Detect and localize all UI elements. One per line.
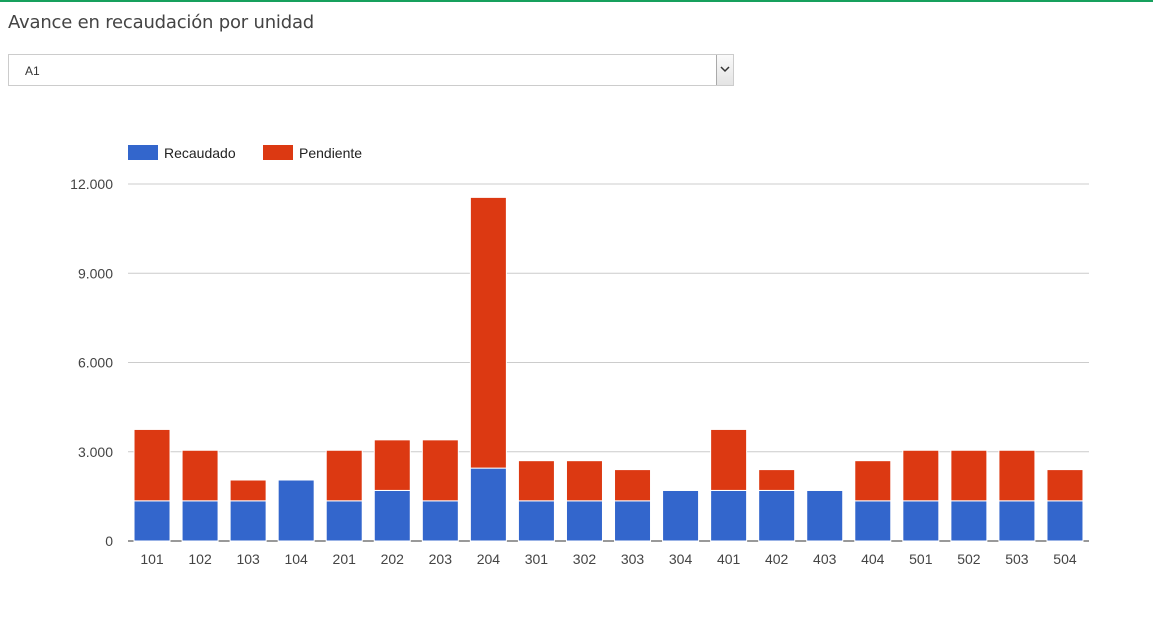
- bar-pendiente-504[interactable]: [1046, 469, 1084, 502]
- y-axis-ticks: 0 3.000 6.000 9.000 12.000: [70, 176, 113, 549]
- bar-pendiente-103[interactable]: [229, 479, 267, 502]
- bar-pendiente-202[interactable]: [373, 439, 411, 491]
- bar-pendiente-304[interactable]: [662, 489, 700, 491]
- bar-recaudado-104[interactable]: [277, 479, 315, 542]
- bar-recaudado-102[interactable]: [181, 500, 219, 542]
- chart-legend: Recaudado Pendiente: [128, 145, 362, 161]
- bar-recaudado-204[interactable]: [469, 467, 507, 542]
- y-tick-label: 6.000: [78, 355, 113, 371]
- x-tick-label: 302: [573, 551, 597, 567]
- y-tick-label: 3.000: [78, 444, 113, 460]
- bar-pendiente-301[interactable]: [517, 460, 555, 502]
- bar-recaudado-303[interactable]: [614, 500, 652, 542]
- legend-label: Pendiente: [299, 145, 362, 161]
- legend-swatch: [128, 145, 158, 160]
- x-tick-label: 304: [669, 551, 693, 567]
- bar-recaudado-304[interactable]: [662, 489, 700, 542]
- bar-recaudado-404[interactable]: [854, 500, 892, 542]
- bar-recaudado-501[interactable]: [902, 500, 940, 542]
- bar-pendiente-501[interactable]: [902, 449, 940, 502]
- legend-swatch: [263, 145, 293, 160]
- x-tick-label: 202: [381, 551, 405, 567]
- bar-pendiente-402[interactable]: [758, 469, 796, 491]
- x-tick-label: 203: [429, 551, 453, 567]
- bar-pendiente-503[interactable]: [998, 449, 1036, 502]
- bar-recaudado-402[interactable]: [758, 489, 796, 542]
- x-tick-label: 501: [909, 551, 933, 567]
- bar-pendiente-101[interactable]: [133, 428, 171, 502]
- x-tick-label: 303: [621, 551, 645, 567]
- bar-pendiente-102[interactable]: [181, 449, 219, 502]
- x-tick-label: 502: [957, 551, 981, 567]
- bar-pendiente-401[interactable]: [710, 428, 748, 491]
- bar-pendiente-203[interactable]: [421, 439, 459, 502]
- x-tick-label: 104: [284, 551, 308, 567]
- bar-recaudado-103[interactable]: [229, 500, 267, 542]
- x-tick-label: 301: [525, 551, 549, 567]
- bar-recaudado-503[interactable]: [998, 500, 1036, 542]
- legend-item-pendiente[interactable]: Pendiente: [263, 145, 362, 161]
- x-tick-label: 503: [1005, 551, 1029, 567]
- bar-pendiente-204[interactable]: [469, 196, 507, 469]
- bar-recaudado-203[interactable]: [421, 500, 459, 542]
- bar-pendiente-502[interactable]: [950, 449, 988, 502]
- chevron-down-icon[interactable]: [716, 55, 733, 85]
- x-tick-label: 103: [236, 551, 260, 567]
- chart-gridlines: [128, 183, 1089, 542]
- x-tick-label: 401: [717, 551, 741, 567]
- legend-label: Recaudado: [164, 145, 236, 161]
- x-tick-label: 102: [188, 551, 212, 567]
- unit-select-value: A1: [25, 64, 40, 78]
- x-tick-label: 204: [477, 551, 501, 567]
- bar-recaudado-502[interactable]: [950, 500, 988, 542]
- bar-recaudado-202[interactable]: [373, 489, 411, 542]
- x-tick-label: 101: [140, 551, 164, 567]
- x-tick-label: 201: [333, 551, 357, 567]
- x-tick-label: 504: [1053, 551, 1077, 567]
- bar-pendiente-303[interactable]: [614, 469, 652, 502]
- bar-recaudado-201[interactable]: [325, 500, 363, 542]
- x-tick-label: 403: [813, 551, 837, 567]
- bar-recaudado-302[interactable]: [565, 500, 603, 542]
- y-tick-label: 9.000: [78, 265, 113, 281]
- bar-recaudado-403[interactable]: [806, 489, 844, 542]
- y-tick-label: 12.000: [70, 176, 113, 192]
- bar-recaudado-401[interactable]: [710, 489, 748, 542]
- bar-pendiente-404[interactable]: [854, 460, 892, 502]
- top-accent-border: [0, 0, 1153, 2]
- bar-recaudado-301[interactable]: [517, 500, 555, 542]
- bar-pendiente-403[interactable]: [806, 489, 844, 491]
- x-tick-label: 402: [765, 551, 789, 567]
- x-tick-label: 404: [861, 551, 885, 567]
- x-axis-ticks: 101 102 103 104 201 202 203 204 301 302 303 304 401 4…: [140, 551, 1077, 567]
- bar-recaudado-504[interactable]: [1046, 500, 1084, 542]
- bar-pendiente-302[interactable]: [565, 460, 603, 502]
- chart-bars: [133, 196, 1084, 542]
- bar-pendiente-201[interactable]: [325, 449, 363, 502]
- unit-select[interactable]: A1: [8, 54, 734, 86]
- page-title: Avance en recaudación por unidad: [8, 12, 315, 33]
- y-tick-label: 0: [105, 533, 113, 549]
- bar-recaudado-101[interactable]: [133, 500, 171, 542]
- legend-item-recaudado[interactable]: Recaudado: [128, 145, 236, 161]
